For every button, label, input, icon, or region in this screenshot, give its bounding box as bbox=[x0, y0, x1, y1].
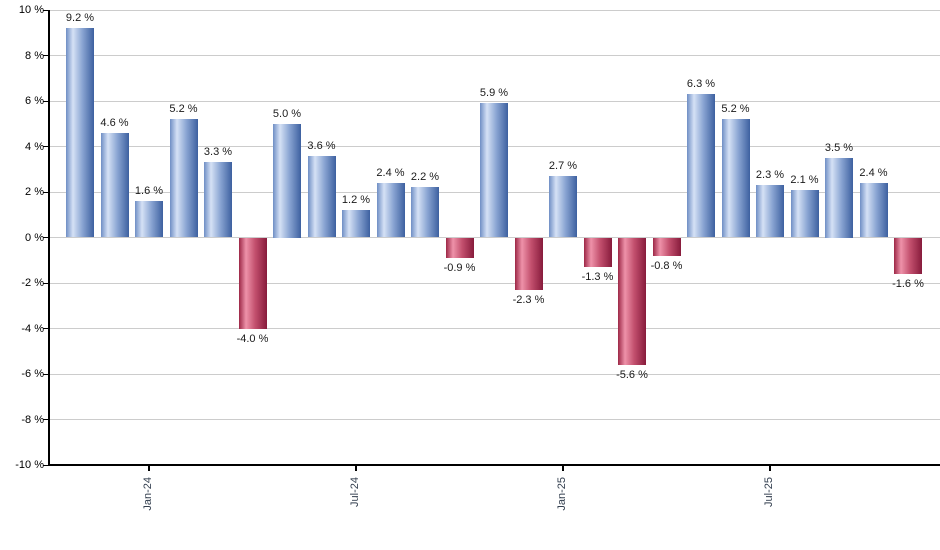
bar bbox=[790, 189, 819, 238]
y-axis-tick bbox=[43, 328, 48, 329]
bar bbox=[100, 132, 129, 238]
y-axis-tick-label: -2 % bbox=[21, 277, 44, 289]
bar bbox=[376, 182, 405, 238]
bar bbox=[652, 237, 681, 256]
bar-value-label: 5.0 % bbox=[272, 107, 302, 120]
bar bbox=[169, 119, 198, 238]
y-axis-tick-label: 10 % bbox=[18, 4, 44, 16]
bar-value-label: -5.6 % bbox=[616, 368, 648, 381]
x-axis-tick bbox=[769, 465, 771, 471]
bar-value-label: -0.8 % bbox=[650, 259, 683, 272]
bar-value-label: 5.2 % bbox=[721, 103, 750, 116]
bar bbox=[238, 237, 267, 329]
bar-value-label: 1.2 % bbox=[341, 194, 371, 207]
x-axis-tick-label: Jul-24 bbox=[349, 477, 361, 507]
y-axis-tick-label: 6 % bbox=[25, 95, 44, 107]
y-axis-line bbox=[47, 10, 50, 466]
bar-value-label: 5.2 % bbox=[169, 103, 198, 116]
y-axis-tick-label: 2 % bbox=[25, 186, 44, 198]
bar-value-label: 9.2 % bbox=[65, 12, 95, 25]
bar bbox=[204, 162, 232, 238]
bar bbox=[721, 119, 750, 238]
y-gridline bbox=[49, 9, 940, 11]
y-axis-tick bbox=[43, 9, 48, 11]
y-axis-tick-label: 8 % bbox=[25, 49, 44, 62]
y-axis-tick bbox=[43, 237, 48, 238]
y-axis-tick bbox=[43, 419, 48, 420]
bar-value-label: 2.1 % bbox=[790, 173, 819, 186]
y-axis-tick bbox=[43, 146, 48, 147]
bar-value-label: 1.6 % bbox=[134, 185, 164, 198]
bar-value-label: 2.4 % bbox=[376, 166, 405, 179]
y-gridline bbox=[49, 419, 940, 420]
bar bbox=[756, 185, 784, 238]
bar-value-label: 3.6 % bbox=[307, 139, 336, 152]
bar-value-label: 2.7 % bbox=[548, 160, 578, 173]
bar-value-label: -1.3 % bbox=[581, 271, 614, 284]
bar bbox=[480, 103, 508, 238]
y-gridline bbox=[49, 373, 940, 375]
bar bbox=[549, 176, 577, 238]
y-axis-tick bbox=[43, 373, 48, 375]
y-axis-tick bbox=[43, 55, 48, 56]
y-gridline bbox=[49, 55, 940, 56]
y-axis-tick-label: -8 % bbox=[21, 413, 44, 426]
bar-value-label: 2.3 % bbox=[755, 169, 785, 182]
y-axis-tick bbox=[43, 191, 48, 193]
bar bbox=[411, 187, 439, 238]
bar-value-label: 5.9 % bbox=[479, 87, 509, 100]
bar bbox=[894, 237, 922, 274]
y-gridline bbox=[49, 282, 940, 284]
bar bbox=[825, 157, 853, 238]
bar-value-label: 6.3 % bbox=[686, 78, 716, 91]
bar bbox=[66, 28, 94, 238]
y-gridline bbox=[49, 237, 940, 238]
y-axis-tick bbox=[43, 282, 48, 284]
x-axis-tick-label: Jan-25 bbox=[556, 477, 568, 511]
y-axis-tick-label: -10 % bbox=[15, 459, 44, 471]
bar bbox=[583, 237, 612, 268]
bar-value-label: 3.5 % bbox=[824, 141, 854, 154]
bar-value-label: 2.2 % bbox=[410, 171, 440, 184]
bar bbox=[135, 201, 163, 238]
bar bbox=[445, 237, 474, 258]
y-axis-tick bbox=[43, 100, 48, 102]
bar bbox=[342, 210, 370, 238]
bar-value-label: 2.4 % bbox=[859, 166, 888, 179]
x-axis-tick bbox=[355, 465, 357, 471]
y-axis-tick-label: 4 % bbox=[25, 140, 44, 153]
x-axis-tick-label: Jul-25 bbox=[763, 477, 775, 507]
bar-value-label: -1.6 % bbox=[892, 277, 924, 290]
y-gridline bbox=[49, 100, 940, 102]
bar-value-label: -0.9 % bbox=[443, 261, 476, 274]
x-axis-tick-label: Jan-24 bbox=[142, 477, 154, 511]
y-axis-tick bbox=[43, 464, 48, 466]
x-axis-tick bbox=[562, 465, 564, 471]
bar bbox=[618, 237, 646, 365]
bar-value-label: -4.0 % bbox=[236, 332, 269, 345]
bar bbox=[687, 94, 715, 238]
bar-value-label: 4.6 % bbox=[100, 116, 129, 129]
bar bbox=[273, 123, 301, 238]
y-gridline bbox=[49, 328, 940, 329]
bar bbox=[307, 155, 336, 238]
y-axis-tick-label: -6 % bbox=[21, 368, 44, 380]
x-axis-tick bbox=[148, 465, 150, 471]
x-axis-line bbox=[47, 463, 940, 466]
bar bbox=[514, 237, 543, 290]
bar-value-label: 3.3 % bbox=[203, 146, 233, 159]
bar-value-label: -2.3 % bbox=[512, 293, 545, 306]
bar bbox=[859, 182, 888, 238]
y-axis-tick-label: 0 % bbox=[25, 231, 44, 244]
y-axis-tick-label: -4 % bbox=[21, 322, 44, 335]
